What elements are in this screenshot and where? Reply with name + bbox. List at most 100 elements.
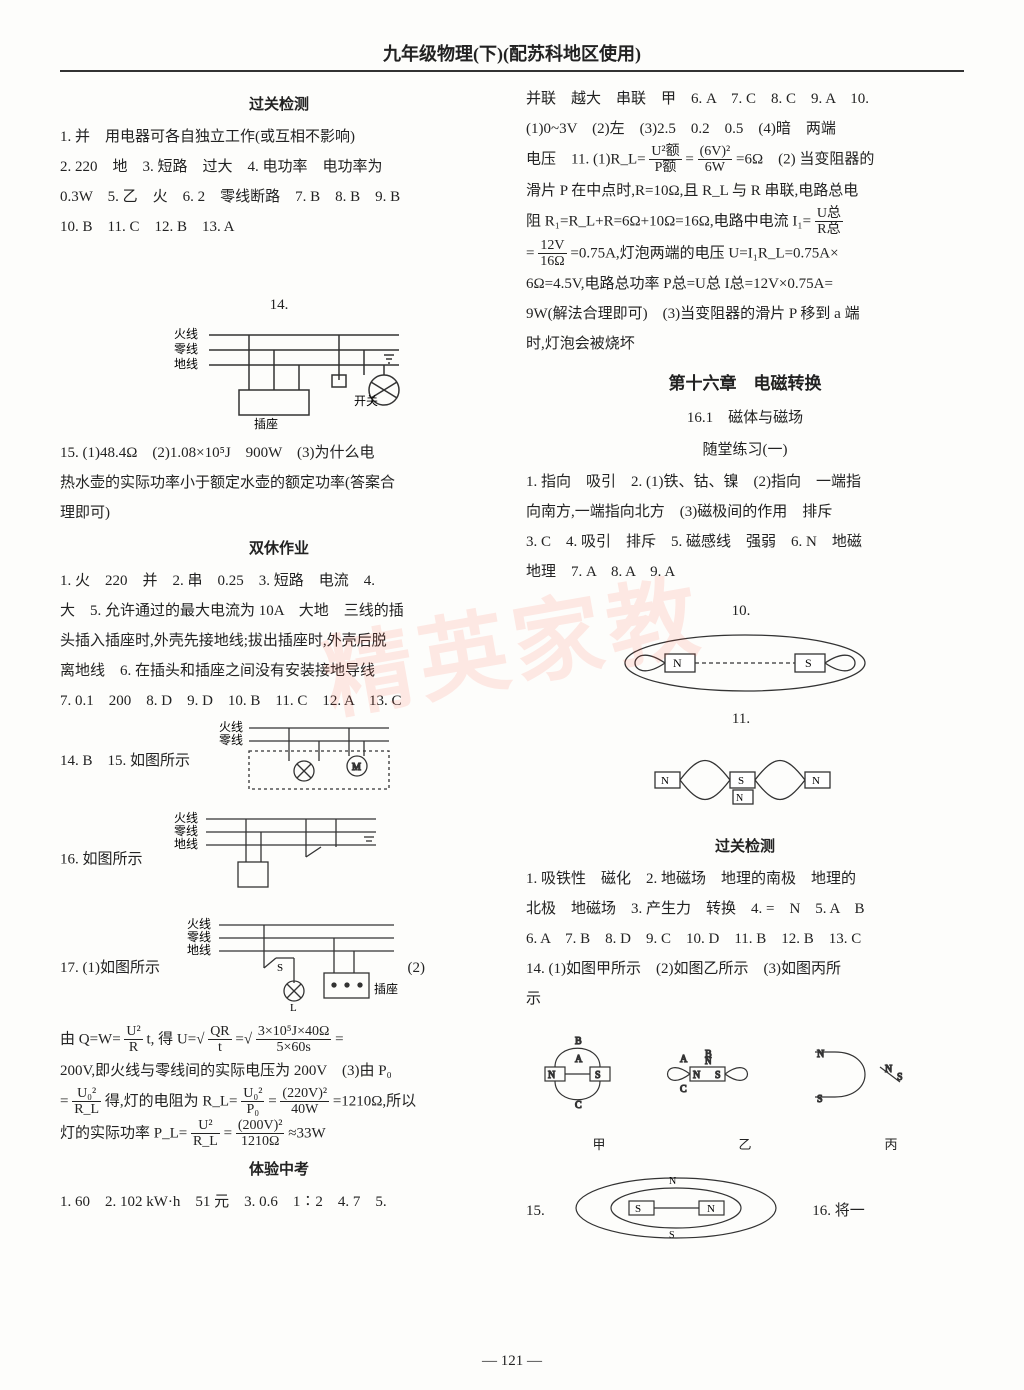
chapter-title: 第十六章 电磁转换 (526, 367, 964, 401)
section-title: 体验中考 (60, 1155, 498, 1185)
section-title: 过关检测 (526, 832, 964, 862)
fraction: U总R总 (815, 206, 843, 238)
answer-line: 离地线 6. 在插头和插座之间没有安装接地导线 (60, 656, 498, 686)
answer-line: 示 (526, 984, 964, 1014)
text: 得,灯的电阻为 R_L= (105, 1093, 241, 1109)
label: 地线 (187, 943, 211, 957)
calc-line: 灯的实际功率 P_L= U²R_L = (200V)²1210Ω ≈33W (60, 1118, 498, 1150)
fraction: U²R (124, 1024, 142, 1056)
label: N (812, 775, 820, 787)
calc-line: 电压 11. (1)R_L= U²额P额 = (6V)²6W =6Ω (2) 当… (526, 144, 964, 176)
answer-line: 滑片 P 在中点时,R=10Ω,且 R_L 与 R 串联,电路总电 (526, 176, 964, 206)
svg-text:S: S (817, 1094, 823, 1105)
answer-line: 热水壶的实际功率小于额定水壶的额定功率(答案合 (60, 468, 498, 498)
answer-line: 0.3W 5. 乙 火 6. 2 零线断路 7. B 8. B 9. B (60, 182, 498, 212)
fraction: 3×10⁵J×40Ω5×60s (256, 1024, 332, 1056)
figure-14-triple: A B C NS NS BAC N NS NS (526, 1022, 964, 1158)
answer-line: 1. 指向 吸引 2. (1)铁、钴、镍 (2)指向 一端指 (526, 467, 964, 497)
text: = (224, 1125, 236, 1141)
fraction: U²R_L (191, 1118, 220, 1150)
svg-text:N: N (669, 1176, 676, 1187)
two-column-layout: 过关检测 1. 并 用电器可各自独立工作(或互相不影响) 2. 220 地 3.… (60, 84, 964, 1257)
label: S (738, 775, 744, 787)
right-column: 并联 越大 串联 甲 6. A 7. C 8. C 9. A 10. (1)0~… (526, 84, 964, 1257)
text: = (335, 1031, 343, 1047)
text: = (268, 1093, 280, 1109)
circuit-diagram-icon: 火线 零线 地线 插座 开关 (139, 320, 419, 430)
sub-chapter-title: 16.1 磁体与磁场 (526, 403, 964, 433)
text: 14. B 15. 如图所示 (60, 753, 190, 769)
fraction: U²额P额 (649, 144, 681, 176)
label: 火线 (174, 327, 198, 341)
answer-line: 15. (1)48.4Ω (2)1.08×10⁵J 900W (3)为什么电 (60, 438, 498, 468)
answer-line: 6Ω=4.5V,电路总功率 P总=U总 I总=12V×0.75A= (526, 269, 964, 299)
text: 电压 11. (1)R_L= (526, 151, 649, 167)
svg-text:B: B (575, 1036, 582, 1047)
answer-line: 1. 并 用电器可各自独立工作(或互相不影响) (60, 122, 498, 152)
label: 地线 (174, 837, 198, 851)
caption: 甲 (592, 1132, 605, 1158)
figure-14: 14. 火线 (60, 250, 498, 430)
answer-line: 16. 如图所示 火线 零线 地线 (60, 807, 498, 913)
answer-line: 14. (1)如图甲所示 (2)如图乙所示 (3)如图丙所 (526, 954, 964, 984)
figure-label: 10. (732, 596, 751, 626)
text: =1210Ω,所以 (333, 1093, 416, 1109)
label: S (277, 962, 283, 974)
text: 由 Q=W= (60, 1031, 124, 1047)
text: =√ (235, 1031, 252, 1047)
text: 16. 将一 (812, 1203, 865, 1219)
caption: 丙 (884, 1132, 897, 1158)
section-title: 双休作业 (60, 534, 498, 564)
answer-line: 1. 火 220 并 2. 串 0.25 3. 短路 电流 4. (60, 566, 498, 596)
text: t, 得 U=√ (146, 1031, 204, 1047)
text: 灯的实际功率 P_L= (60, 1125, 191, 1141)
text: 17. (1)如图所示 (60, 960, 160, 976)
label: 火线 (219, 720, 243, 734)
circuit-diagram-icon: M 火线 零线 (194, 716, 394, 796)
answer-line: 1. 吸铁性 磁化 2. 地磁场 地理的南极 地理的 (526, 864, 964, 894)
magnet-diagram-icon: S N N S (549, 1166, 809, 1246)
fraction: U₀²P₀ (241, 1086, 264, 1118)
text: =0.75A,灯泡两端的电压 U=I₁R_L=0.75A× (570, 245, 838, 261)
section-title: 过关检测 (60, 90, 498, 120)
calc-line: = 12V16Ω =0.75A,灯泡两端的电压 U=I₁R_L=0.75A× (526, 238, 964, 270)
label: N (661, 775, 669, 787)
label: N (707, 1203, 715, 1215)
figure-10: 10. N S (526, 595, 964, 696)
answer-line: 3. C 4. 吸引 排斥 5. 磁感线 强弱 6. N 地磁 (526, 527, 964, 557)
answer-line: 10. B 11. C 12. B 13. A (60, 212, 498, 242)
circuit-diagram-icon: 火线 零线 地线 (146, 807, 386, 902)
circuit-diagram-icon: 火线 零线 地线 S L 插座 (164, 913, 404, 1013)
label: 开关 (354, 394, 378, 408)
label: 插座 (254, 416, 278, 430)
answer-line: 17. (1)如图所示 火线 (60, 913, 498, 1024)
text: 阻 R₁=R_L+R=6Ω+10Ω=16Ω,电路中电流 I₁= (526, 213, 815, 229)
text: = (526, 245, 538, 261)
label: N (673, 656, 682, 670)
figure-label: 14. (270, 290, 289, 320)
label: 插座 (374, 981, 398, 996)
answer-line: 2. 220 地 3. 短路 过大 4. 电功率 电功率为 (60, 152, 498, 182)
svg-text:S: S (669, 1230, 675, 1241)
svg-text:S: S (595, 1070, 601, 1081)
label: 零线 (187, 930, 211, 944)
magnet-diagram-icon: A B C NS NS BAC N NS NS (535, 1022, 955, 1132)
svg-text:A: A (680, 1054, 688, 1065)
text: ≈33W (288, 1125, 325, 1141)
text: =6Ω (2) 当变阻器的 (736, 151, 874, 167)
text: = (60, 1093, 72, 1109)
answer-line: 15. S N N S 16. 将一 (526, 1166, 964, 1257)
answer-line: 7. 0.1 200 8. D 9. D 10. B 11. C 12. A 1… (60, 686, 498, 716)
text: 16. 如图所示 (60, 851, 143, 867)
fraction: (200V)²1210Ω (236, 1118, 285, 1150)
left-column: 过关检测 1. 并 用电器可各自独立工作(或互相不影响) 2. 220 地 3.… (60, 84, 498, 1257)
fraction: U₀²R_L (72, 1086, 101, 1118)
answer-line: 向南方,一端指向北方 (3)磁极间的作用 排斥 (526, 497, 964, 527)
svg-text:N: N (693, 1070, 700, 1081)
answer-line: 北极 地磁场 3. 产生力 转换 4. = N 5. A B (526, 894, 964, 924)
text: = (685, 151, 697, 167)
page: 精英家教 九年级物理(下)(配苏科地区使用) 过关检测 1. 并 用电器可各自独… (0, 0, 1024, 1390)
fraction: (220V)²40W (280, 1086, 329, 1118)
figure-11: 11. N S N N (526, 704, 964, 825)
svg-text:A: A (575, 1054, 583, 1065)
